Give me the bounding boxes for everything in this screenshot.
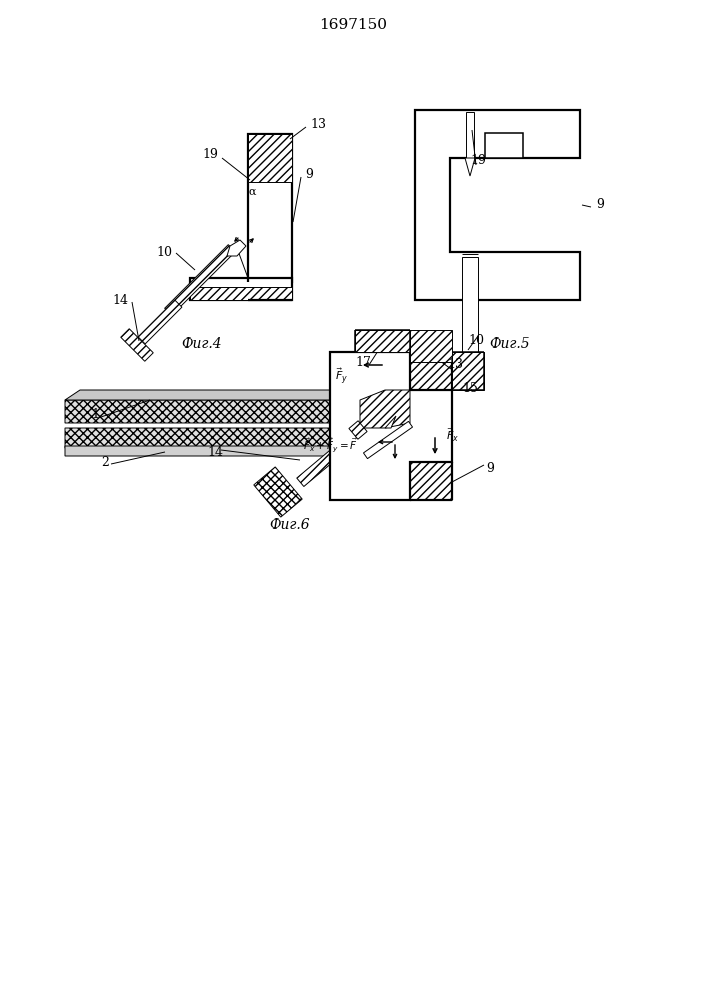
Polygon shape bbox=[65, 400, 385, 423]
Polygon shape bbox=[227, 240, 246, 256]
Text: $\vec{F}_x+\vec{F}_y=\vec{F}$: $\vec{F}_x+\vec{F}_y=\vec{F}$ bbox=[303, 436, 358, 454]
Bar bbox=[190, 287, 292, 300]
Text: Фиг.4: Фиг.4 bbox=[182, 337, 222, 351]
Text: 10: 10 bbox=[156, 245, 172, 258]
Polygon shape bbox=[297, 422, 371, 486]
Text: Фиг.5: Фиг.5 bbox=[490, 337, 530, 351]
Polygon shape bbox=[363, 421, 412, 459]
Text: 9: 9 bbox=[305, 168, 313, 182]
Bar bbox=[330, 462, 452, 500]
Text: Фиг.6: Фиг.6 bbox=[269, 518, 310, 532]
Text: 13: 13 bbox=[310, 118, 326, 131]
Polygon shape bbox=[385, 416, 396, 428]
Polygon shape bbox=[65, 446, 385, 456]
Text: 14: 14 bbox=[112, 294, 128, 306]
Bar bbox=[410, 350, 452, 490]
Polygon shape bbox=[415, 110, 580, 300]
Bar bbox=[248, 134, 292, 182]
Text: 9: 9 bbox=[596, 198, 604, 212]
Text: 10: 10 bbox=[468, 334, 484, 347]
Text: 1: 1 bbox=[91, 408, 99, 422]
Polygon shape bbox=[138, 300, 182, 344]
Text: 1697150: 1697150 bbox=[319, 18, 387, 32]
Polygon shape bbox=[360, 390, 410, 428]
Bar bbox=[355, 330, 410, 352]
Polygon shape bbox=[349, 421, 367, 439]
Bar bbox=[190, 278, 292, 300]
Text: 14: 14 bbox=[207, 446, 223, 458]
Polygon shape bbox=[121, 329, 153, 361]
Polygon shape bbox=[254, 467, 302, 517]
Text: 2: 2 bbox=[101, 456, 109, 468]
Text: $\vec{F}_y$: $\vec{F}_y$ bbox=[335, 367, 349, 387]
Bar bbox=[410, 330, 452, 362]
Polygon shape bbox=[65, 428, 385, 448]
Polygon shape bbox=[165, 245, 235, 315]
Text: 9: 9 bbox=[486, 462, 494, 475]
Text: 13: 13 bbox=[447, 359, 463, 371]
Bar bbox=[330, 352, 452, 390]
Text: 15: 15 bbox=[462, 381, 478, 394]
Text: 19: 19 bbox=[202, 148, 218, 161]
Bar bbox=[485, 133, 523, 158]
Text: 17: 17 bbox=[355, 356, 371, 368]
Polygon shape bbox=[330, 352, 452, 500]
Polygon shape bbox=[465, 158, 475, 176]
Bar bbox=[248, 134, 292, 282]
Polygon shape bbox=[65, 390, 400, 400]
Text: $\vec{F}_x$: $\vec{F}_x$ bbox=[446, 426, 460, 444]
Ellipse shape bbox=[460, 356, 480, 370]
Text: α: α bbox=[248, 187, 256, 197]
Text: 19: 19 bbox=[470, 153, 486, 166]
Bar bbox=[466, 112, 474, 158]
Bar bbox=[462, 257, 478, 365]
Bar bbox=[452, 352, 484, 390]
